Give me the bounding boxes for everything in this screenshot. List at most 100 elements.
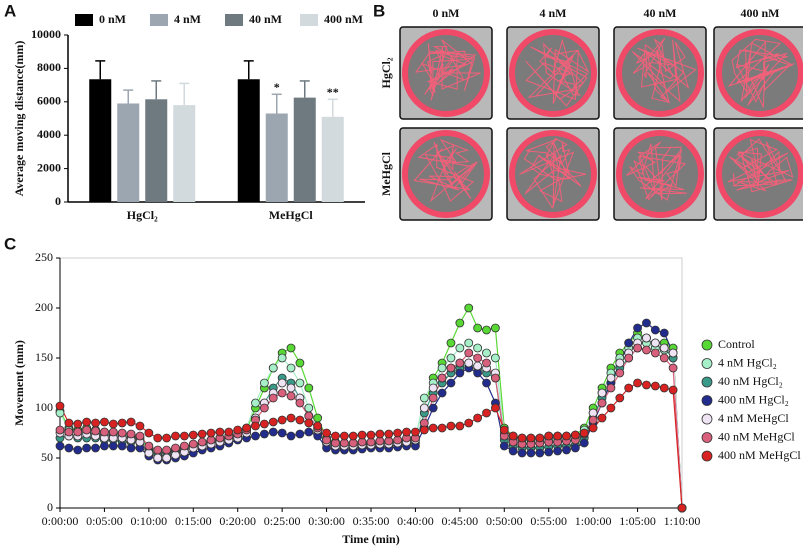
data-point [171, 443, 180, 453]
data-point [73, 445, 83, 455]
data-point [499, 425, 509, 435]
row-label: MeHgCl [379, 151, 393, 196]
y-tick-label: 10000 [31, 27, 61, 41]
data-point [535, 448, 545, 458]
panel-label: B [373, 1, 385, 20]
data-point [642, 345, 651, 355]
legend-swatch [150, 14, 168, 26]
y-tick-label: 50 [41, 450, 53, 464]
x-tick-label: 0:35:00 [353, 514, 390, 528]
data-point [455, 368, 465, 378]
data-point [295, 358, 305, 368]
data-point [100, 417, 109, 427]
data-point [108, 427, 118, 437]
data-point [615, 368, 625, 378]
data-point [544, 431, 554, 441]
data-point [73, 419, 83, 429]
data-point [633, 323, 642, 333]
data-point [588, 415, 598, 425]
legend-marker [701, 339, 713, 351]
data-point [286, 343, 296, 353]
x-tick-label: 0:45:00 [442, 514, 479, 528]
data-point [624, 383, 634, 393]
data-point [100, 441, 109, 451]
data-point [597, 398, 607, 408]
legend-marker [701, 450, 713, 462]
significance-mark: ** [327, 85, 339, 99]
data-point [126, 417, 136, 427]
data-point [55, 401, 65, 411]
data-point [650, 381, 660, 391]
data-point [570, 443, 580, 453]
data-point [659, 328, 669, 338]
data-point [508, 431, 518, 441]
data-point [295, 415, 305, 425]
data-point [659, 383, 669, 393]
data-point [668, 385, 678, 395]
data-point [304, 403, 314, 413]
data-point [251, 398, 260, 408]
legend-marker [701, 358, 713, 369]
data-point [295, 429, 305, 439]
data-point [482, 348, 491, 358]
x-tick-label: 0:15:00 [175, 514, 212, 528]
data-point [224, 427, 234, 437]
legend-marker [701, 413, 713, 425]
data-point [339, 431, 349, 441]
data-point [659, 343, 669, 353]
data-point [615, 358, 625, 368]
data-point [357, 430, 367, 440]
legend-swatch [300, 14, 318, 26]
data-point [490, 323, 500, 333]
bar [145, 99, 168, 202]
data-point [259, 403, 269, 413]
bar [237, 79, 260, 202]
legend-label: 4 nM [174, 12, 201, 26]
data-point [526, 433, 536, 443]
data-point [82, 417, 92, 427]
data-point [64, 443, 74, 453]
column-label: 0 nM [433, 6, 460, 20]
data-point [606, 403, 616, 413]
legend-swatch [225, 14, 243, 26]
y-axis-label: Average moving distance(mm) [12, 41, 26, 197]
data-point [535, 433, 545, 443]
series-line [59, 337, 683, 509]
data-point [286, 431, 296, 441]
data-point [437, 423, 447, 433]
y-tick-label: 0 [55, 194, 61, 208]
data-point [197, 429, 207, 439]
data-point [313, 421, 323, 431]
row-label: HgCl₂ [379, 57, 393, 88]
data-point [446, 353, 456, 363]
data-point [144, 441, 154, 451]
data-point [455, 318, 465, 328]
data-point [517, 433, 527, 443]
y-axis-label: Movement (mm) [12, 340, 26, 426]
x-tick-label: 1:05:00 [619, 514, 656, 528]
bar [321, 116, 344, 202]
data-point [277, 378, 287, 388]
data-point [108, 419, 118, 429]
data-point [446, 363, 456, 373]
data-point [482, 358, 491, 368]
data-point [100, 427, 109, 437]
data-point [268, 393, 278, 403]
y-tick-label: 4000 [37, 127, 61, 141]
legend-label: 400 nM [324, 12, 363, 26]
data-point [659, 353, 669, 363]
data-point [544, 447, 554, 457]
data-point [295, 398, 305, 408]
data-point [304, 418, 314, 428]
data-point [251, 421, 260, 431]
data-point [482, 325, 491, 335]
data-point [117, 428, 127, 438]
data-point [677, 503, 687, 513]
plot-frame [59, 257, 683, 509]
series-line [59, 322, 683, 509]
data-point [144, 428, 154, 438]
data-point [419, 403, 429, 413]
data-point [428, 423, 438, 433]
data-point [286, 363, 296, 373]
